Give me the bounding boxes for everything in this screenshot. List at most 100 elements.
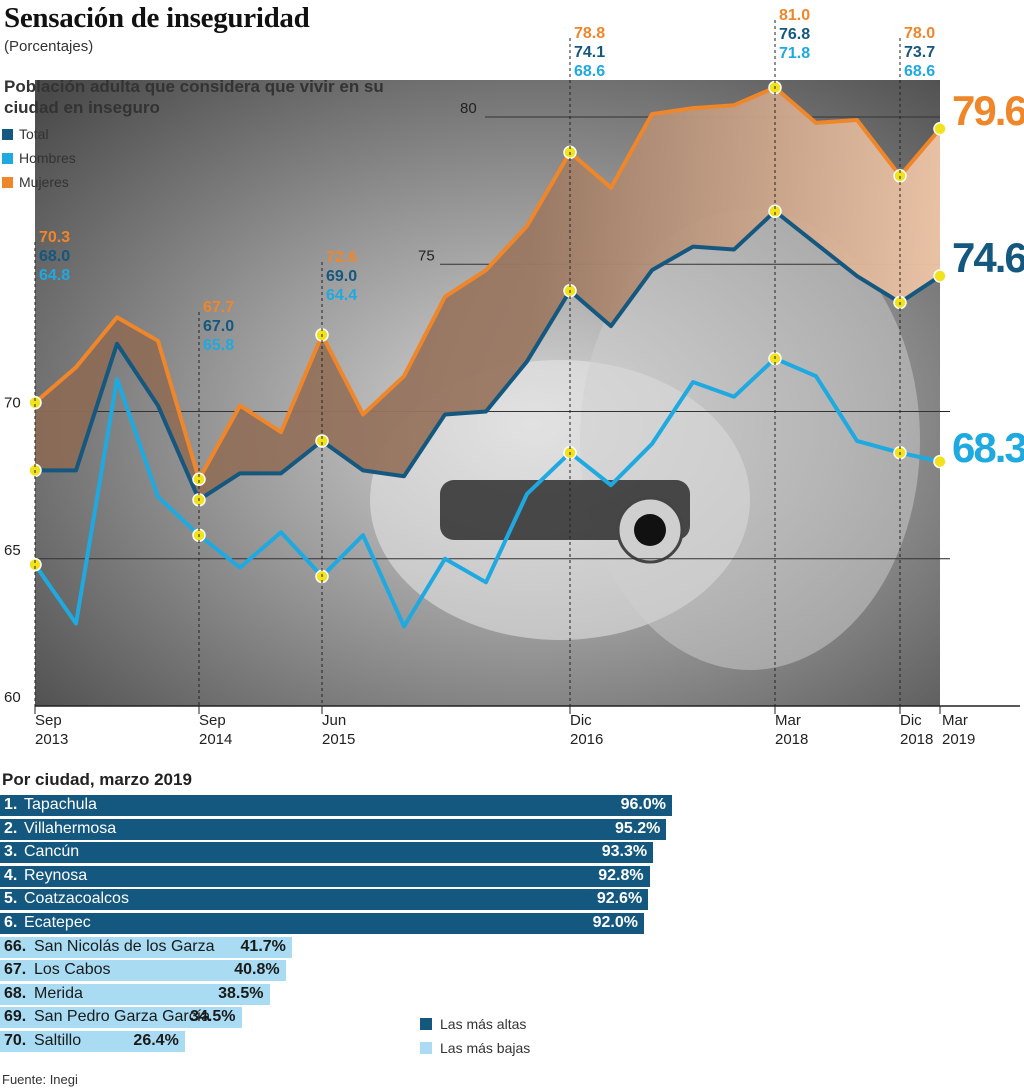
- x-tick-label-month-6: Mar: [942, 712, 968, 729]
- marker-total-4: [768, 204, 782, 218]
- marker-hombres-0: [28, 557, 42, 572]
- legend-label-hombres: Hombres: [19, 150, 76, 166]
- city-name: Villahermosa: [24, 819, 117, 837]
- x-tick-label-year-0: 2013: [35, 731, 68, 748]
- x-axis: Sep 2013 Sep 2014 Jun 2015 Dic 2016 Mar 2018 Dic 20…: [34, 706, 975, 748]
- x-tick-label-year-2: 2015: [322, 731, 355, 748]
- annotation-value-3-1: 74.1: [574, 44, 605, 61]
- mujeres-area: [35, 87, 940, 500]
- legend-swatch-high: [420, 1018, 432, 1030]
- annotation-value-5-2: 68.6: [904, 63, 935, 80]
- city-bar-low: 66. San Nicolás de los Garza 41.7%: [0, 936, 292, 958]
- series-line-hombres: [33, 356, 941, 629]
- city-row: 66. San Nicolás de los Garza 41.7%: [0, 936, 1024, 958]
- marker-hombres-final: [933, 454, 947, 469]
- annotation-value-5-1: 73.7: [904, 44, 935, 61]
- series-lines: [33, 85, 942, 629]
- x-tick-label-month-2: Jun: [322, 712, 346, 729]
- source-note: Fuente: Inegi: [2, 1072, 78, 1087]
- city-name: Ecatepec: [24, 914, 91, 931]
- annotation-value-3-0: 78.8: [574, 25, 605, 42]
- final-value-total: 74.6: [952, 234, 1024, 281]
- city-rank: 67.: [4, 961, 27, 979]
- city-name: Saltillo: [34, 1032, 82, 1049]
- city-rank: 68.: [4, 984, 27, 1002]
- city-percentage: 96.0%: [620, 796, 666, 813]
- series-line-mujeres: [33, 85, 942, 482]
- city-name: Merida: [34, 984, 83, 1002]
- city-percentage: 26.4%: [133, 1032, 179, 1049]
- city-rank: 4.: [4, 866, 18, 884]
- city-rank: 3.: [4, 843, 18, 861]
- series-line-total: [35, 209, 942, 502]
- city-section-title: Por ciudad, marzo 2019: [2, 770, 192, 789]
- city-bar-high: 4. Reynosa 92.8%: [0, 865, 650, 887]
- city-name: Tapachula: [24, 796, 97, 813]
- city-percentage: 38.5%: [218, 984, 264, 1002]
- annotation-value-4-0: 81.0: [779, 7, 810, 24]
- city-percentage: 95.2%: [615, 819, 661, 837]
- city-row: 6. Ecatepec 92.0%: [0, 913, 1024, 934]
- x-tick-label-month-1: Sep: [199, 712, 226, 729]
- city-name: Cancún: [24, 843, 80, 861]
- chart-title: Sensación de inseguridad: [4, 2, 310, 34]
- city-bar-high: 1. Tapachula 96.0%: [0, 795, 672, 816]
- annotation-value-0-1: 68.0: [39, 248, 70, 265]
- gridlines: 80 75 70 65 60: [4, 100, 1020, 707]
- annotations: 70.3 68.0 64.8 67.7 67.0 65.8 72.6 69.0 64.4 78.8…: [34, 7, 1024, 706]
- city-name: Los Cabos: [34, 961, 111, 979]
- city-bar-low: 67. Los Cabos 40.8%: [0, 960, 286, 982]
- marker-mujeres-1: [192, 472, 206, 486]
- city-row: 2. Villahermosa 95.2%: [0, 818, 1024, 840]
- city-percentage: 92.8%: [598, 866, 644, 884]
- legend-label-total: Total: [19, 126, 49, 142]
- x-tick-label-year-6: 2019: [942, 731, 975, 748]
- city-name: San Nicolás de los Garza: [34, 937, 215, 955]
- city-name: San Pedro Garza García: [34, 1008, 211, 1026]
- legend-label-mujeres: Mujeres: [19, 174, 69, 190]
- city-rank: 6.: [4, 914, 18, 931]
- x-tick-label-year-5: 2018: [900, 731, 933, 748]
- marker-total-final: [933, 269, 947, 283]
- legend-total: Total: [2, 126, 49, 142]
- x-tick-label-year-4: 2018: [775, 731, 808, 748]
- city-row: 5. Coatzacoalcos 92.6%: [0, 889, 1024, 911]
- city-rank: 70.: [4, 1032, 27, 1049]
- annotation-value-1-2: 65.8: [203, 337, 234, 354]
- city-rank: 66.: [4, 937, 27, 955]
- city-rank: 5.: [4, 890, 18, 908]
- legend-low: Las más bajas: [420, 1040, 530, 1056]
- final-value-hombres: 68.3: [952, 424, 1024, 471]
- legend-swatch-low: [420, 1042, 432, 1054]
- city-row: 4. Reynosa 92.8%: [0, 865, 1024, 887]
- city-bar-high: 5. Coatzacoalcos 92.6%: [0, 889, 649, 911]
- marker-total-2: [315, 434, 329, 448]
- x-tick-label-month-0: Sep: [35, 712, 62, 729]
- x-tick-label-month-4: Mar: [775, 712, 801, 729]
- city-row: 69. San Pedro Garza García 34.5%: [0, 1007, 1024, 1029]
- legend-swatch-hombres: [2, 152, 13, 164]
- x-tick-label-year-3: 2016: [570, 731, 603, 748]
- y-tick-label-70: 70: [4, 395, 21, 412]
- city-rank: 1.: [4, 796, 18, 813]
- city-row: 70. Saltillo 26.4%: [0, 1031, 1024, 1052]
- legend-label-high: Las más altas: [440, 1016, 527, 1032]
- city-rank: 2.: [4, 819, 18, 837]
- annotation-value-3-2: 68.6: [574, 63, 605, 80]
- city-row: 3. Cancún 93.3%: [0, 842, 1024, 864]
- legend-swatch-mujeres: [2, 176, 13, 188]
- city-row: 67. Los Cabos 40.8%: [0, 960, 1024, 982]
- final-value-mujeres: 79.6: [952, 87, 1024, 134]
- line-chart: 80 75 70 65 60 70.3 68.0 64.8 67.7 67.0 65.8 72.6 6…: [4, 7, 1024, 748]
- x-tick-label-year-1: 2014: [199, 731, 232, 748]
- city-bar-high: 6. Ecatepec 92.0%: [0, 913, 644, 934]
- city-bar-low: 69. San Pedro Garza García 34.5%: [0, 1007, 242, 1029]
- city-percentage: 34.5%: [190, 1008, 236, 1026]
- city-bar-high: 2. Villahermosa 95.2%: [0, 818, 667, 840]
- city-name: Reynosa: [24, 866, 88, 884]
- pistol-bore: [634, 514, 666, 546]
- chart-subtitle: (Porcentajes): [4, 38, 94, 55]
- city-name: Coatzacoalcos: [24, 890, 129, 908]
- y-tick-label-80: 80: [460, 100, 477, 117]
- marker-mujeres-0: [28, 395, 42, 410]
